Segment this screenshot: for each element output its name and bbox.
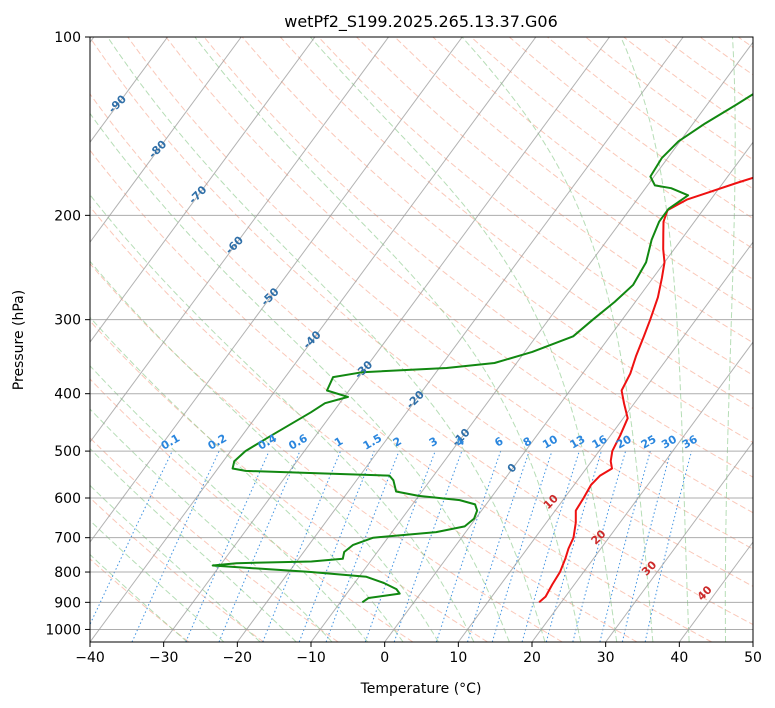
y-tick-label: 400 xyxy=(54,387,81,403)
dry-adiabat-line xyxy=(90,149,712,642)
mixing-ratio-line xyxy=(521,450,580,642)
isotherm-line xyxy=(605,441,753,642)
moist-adiabat-line xyxy=(90,553,188,642)
isotherm-line xyxy=(90,37,316,343)
moist-adiabat-line xyxy=(90,365,369,642)
profile-series xyxy=(211,93,753,604)
dry-adiabat-line xyxy=(90,205,638,642)
y-tick-label: 200 xyxy=(54,208,81,224)
moist-adiabat-line xyxy=(107,37,546,642)
y-axis-label: Pressure (hPa) xyxy=(11,290,27,390)
y-tick-label: 100 xyxy=(54,30,81,46)
moist-adiabat-line xyxy=(620,37,690,642)
isotherm-line xyxy=(90,37,463,543)
dry-adiabat-line xyxy=(90,262,563,642)
mixing-ratio-line xyxy=(364,450,436,642)
isotherm-line xyxy=(457,241,753,642)
moist-adiabat-line xyxy=(90,316,404,642)
x-tick-label: 40 xyxy=(670,650,688,666)
dry-adiabat-line xyxy=(90,93,753,626)
isotherm-line xyxy=(90,37,168,144)
y-tick-label: 1000 xyxy=(45,622,81,638)
x-tick-label: 50 xyxy=(744,650,762,666)
chart-title: wetPf2_S199.2025.265.13.37.G06 xyxy=(284,12,558,32)
dry-adiabat-line xyxy=(90,320,488,642)
x-tick-label: 20 xyxy=(523,650,541,666)
dry-adiabat-line xyxy=(90,37,753,587)
mixing-ratio-line xyxy=(491,450,553,642)
moist-adiabat-line xyxy=(90,484,261,642)
dry-adiabat-line xyxy=(241,37,753,444)
dry-adiabat-line xyxy=(279,37,753,410)
mixing-ratio-line xyxy=(467,450,530,642)
y-tick-label: 600 xyxy=(54,491,81,507)
moist-adiabat-line xyxy=(461,37,654,642)
x-tick-label: −40 xyxy=(75,650,105,666)
x-tick-label: −10 xyxy=(296,650,326,666)
dry-adiabat-line xyxy=(318,37,753,376)
mixing-ratio-line xyxy=(262,450,341,642)
dry-adiabat-line xyxy=(165,37,753,514)
moist-adiabat-line xyxy=(90,447,297,642)
x-tick-label: −30 xyxy=(149,650,179,666)
y-tick-label: 800 xyxy=(54,565,81,581)
y-tick-label: 700 xyxy=(54,531,81,547)
mixing-ratio-line xyxy=(621,450,672,642)
mixing-ratio-line xyxy=(435,450,502,642)
isotherm-line xyxy=(90,37,537,642)
moist-adiabat-line xyxy=(90,112,510,642)
mixing-ratio-line xyxy=(185,450,270,642)
dry-adiabat-line xyxy=(90,378,414,642)
x-tick-label: −20 xyxy=(223,650,253,666)
mixing-ratio-line xyxy=(545,450,602,642)
y-tick-label: 500 xyxy=(54,444,81,460)
moist-adiabat-line xyxy=(90,194,475,642)
isotherm-line xyxy=(90,37,389,443)
mixing-ratio-line xyxy=(572,450,627,642)
y-tick-label: 900 xyxy=(54,595,81,611)
isotherm-line xyxy=(90,37,242,244)
moist-adiabat-line xyxy=(194,37,582,642)
isotherm-line xyxy=(236,37,684,642)
x-axis-label: Temperature (°C) xyxy=(360,681,482,697)
x-tick-label: 0 xyxy=(380,650,389,666)
pressure-gridlines xyxy=(90,37,753,630)
mixing-ratio-line xyxy=(599,450,651,642)
moist-adiabat-line xyxy=(90,519,225,642)
moist-adiabat-line xyxy=(90,408,333,642)
dry-adiabat-line xyxy=(356,37,753,344)
y-tick-label: 300 xyxy=(54,313,81,329)
x-axis-ticks: −40 −30 −20 −10 0 10 20 30 40 50 xyxy=(75,642,762,666)
moist-adiabat-line xyxy=(90,260,439,642)
mixing-ratio-line xyxy=(298,450,375,642)
plot-contents xyxy=(90,37,753,642)
plot-frame xyxy=(89,36,754,643)
isotherm-line xyxy=(163,37,610,642)
mixing-ratio-line xyxy=(325,450,400,642)
dewpoint-line xyxy=(211,93,753,604)
x-tick-label: 30 xyxy=(597,650,615,666)
temperature-line xyxy=(538,176,753,604)
x-tick-label: 10 xyxy=(449,650,467,666)
isotherm-line xyxy=(531,341,753,642)
moist-adiabat-line xyxy=(724,37,736,642)
dry-adiabat-line xyxy=(90,558,190,642)
y-axis-ticks: 100 200 300 400 500 600 700 800 900 1000 xyxy=(45,30,90,638)
isotherm-line xyxy=(384,141,753,642)
moist-adiabats xyxy=(90,37,736,642)
isotherms xyxy=(90,37,753,642)
